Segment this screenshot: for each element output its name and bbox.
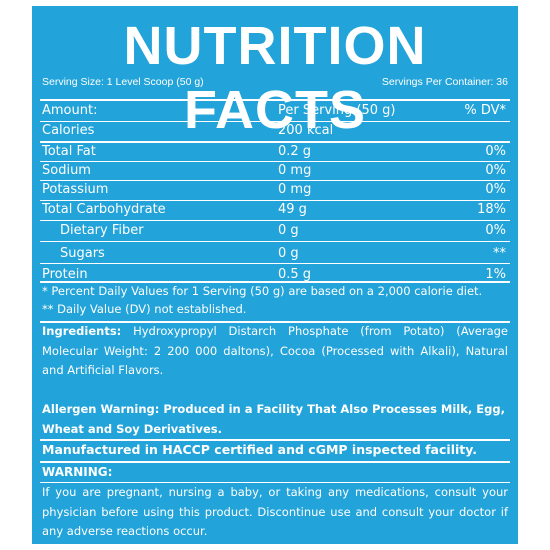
nutrient-dv: 1% [485,267,506,282]
nutrient-dv: 0% [485,163,506,178]
ingredients-text: Hydroxypropyl Distarch Phosphate (from P… [42,324,508,377]
label-title: NUTRITION FACTS [123,16,427,140]
calories-value: 200 kcal [278,123,334,138]
divider [40,180,510,181]
nutrient-value: 0.5 g [278,267,312,282]
nutrient-dv: 0% [485,223,506,238]
nutrient-label: Sugars [60,246,105,261]
nutrient-label: Sodium [42,163,91,178]
divider [40,220,510,221]
warning-heading: WARNING: [42,465,113,479]
title-area: NUTRITION FACTS Serving Size: 1 Level Sc… [32,6,518,140]
divider [40,141,510,143]
nutrient-label: Total Carbohydrate [42,202,166,217]
nutrient-row: Protein 0.5 g 1% [40,265,510,285]
nutrient-label: Protein [42,267,88,282]
divider [40,241,510,242]
manufactured-statement: Manufactured in HACCP certified and cGMP… [42,442,477,457]
allergen-warning: Allergen Warning: Produced in a Facility… [42,402,505,436]
divider [40,321,510,323]
nutrient-value: 49 g [278,202,307,217]
calories-row: Calories 200 kcal [40,121,510,141]
nutrient-value: 0.2 g [278,144,312,159]
divider [40,161,510,162]
nutrient-label: Dietary Fiber [60,223,144,238]
footnote-dv: * Percent Daily Values for 1 Serving (50… [42,284,483,298]
servings-per-container: Servings Per Container: 36 [381,76,508,88]
header-row: Amount: Per Serving (50 g) % DV* [40,101,510,121]
nutrient-row: Dietary Fiber 0 g 0% [40,221,510,241]
amount-header: Amount: [42,103,98,118]
divider [40,99,510,101]
divider [40,121,510,122]
per-serving-header: Per Serving (50 g) [278,103,396,118]
divider [40,281,510,283]
warning-text: If you are pregnant, nursing a baby, or … [42,485,508,538]
calories-label: Calories [42,123,95,138]
nutrient-value: 0 g [278,223,299,238]
nutrient-row: Total Carbohydrate 49 g 18% [40,200,510,220]
nutrient-dv: 18% [477,202,506,217]
nutrient-value: 0 mg [278,163,312,178]
nutrient-dv: ** [493,246,506,261]
ingredients: Ingredients: Hydroxypropyl Distarch Phos… [42,322,508,381]
ingredients-label: Ingredients: [42,324,122,338]
divider [40,482,510,483]
nutrient-row: Total Fat 0.2 g 0% [40,142,510,162]
nutrient-dv: 0% [485,182,506,197]
divider [40,461,510,463]
nutrient-value: 0 g [278,246,299,261]
divider [40,200,510,201]
serving-size: Serving Size: 1 Level Scoop (50 g) [42,76,204,88]
nutrition-label: NUTRITION FACTS Serving Size: 1 Level Sc… [32,6,518,544]
nutrient-row: Sugars 0 g ** [40,244,510,264]
nutrient-row: Potassium 0 mg 0% [40,180,510,200]
nutrient-row: Sodium 0 mg 0% [40,161,510,181]
footnote-not-established: ** Daily Value (DV) not established. [42,302,247,316]
dv-header: % DV* [464,103,506,118]
divider [40,439,510,441]
nutrient-dv: 0% [485,144,506,159]
nutrient-label: Potassium [42,182,109,197]
divider [40,263,510,264]
nutrient-value: 0 mg [278,182,312,197]
nutrient-label: Total Fat [42,144,96,159]
